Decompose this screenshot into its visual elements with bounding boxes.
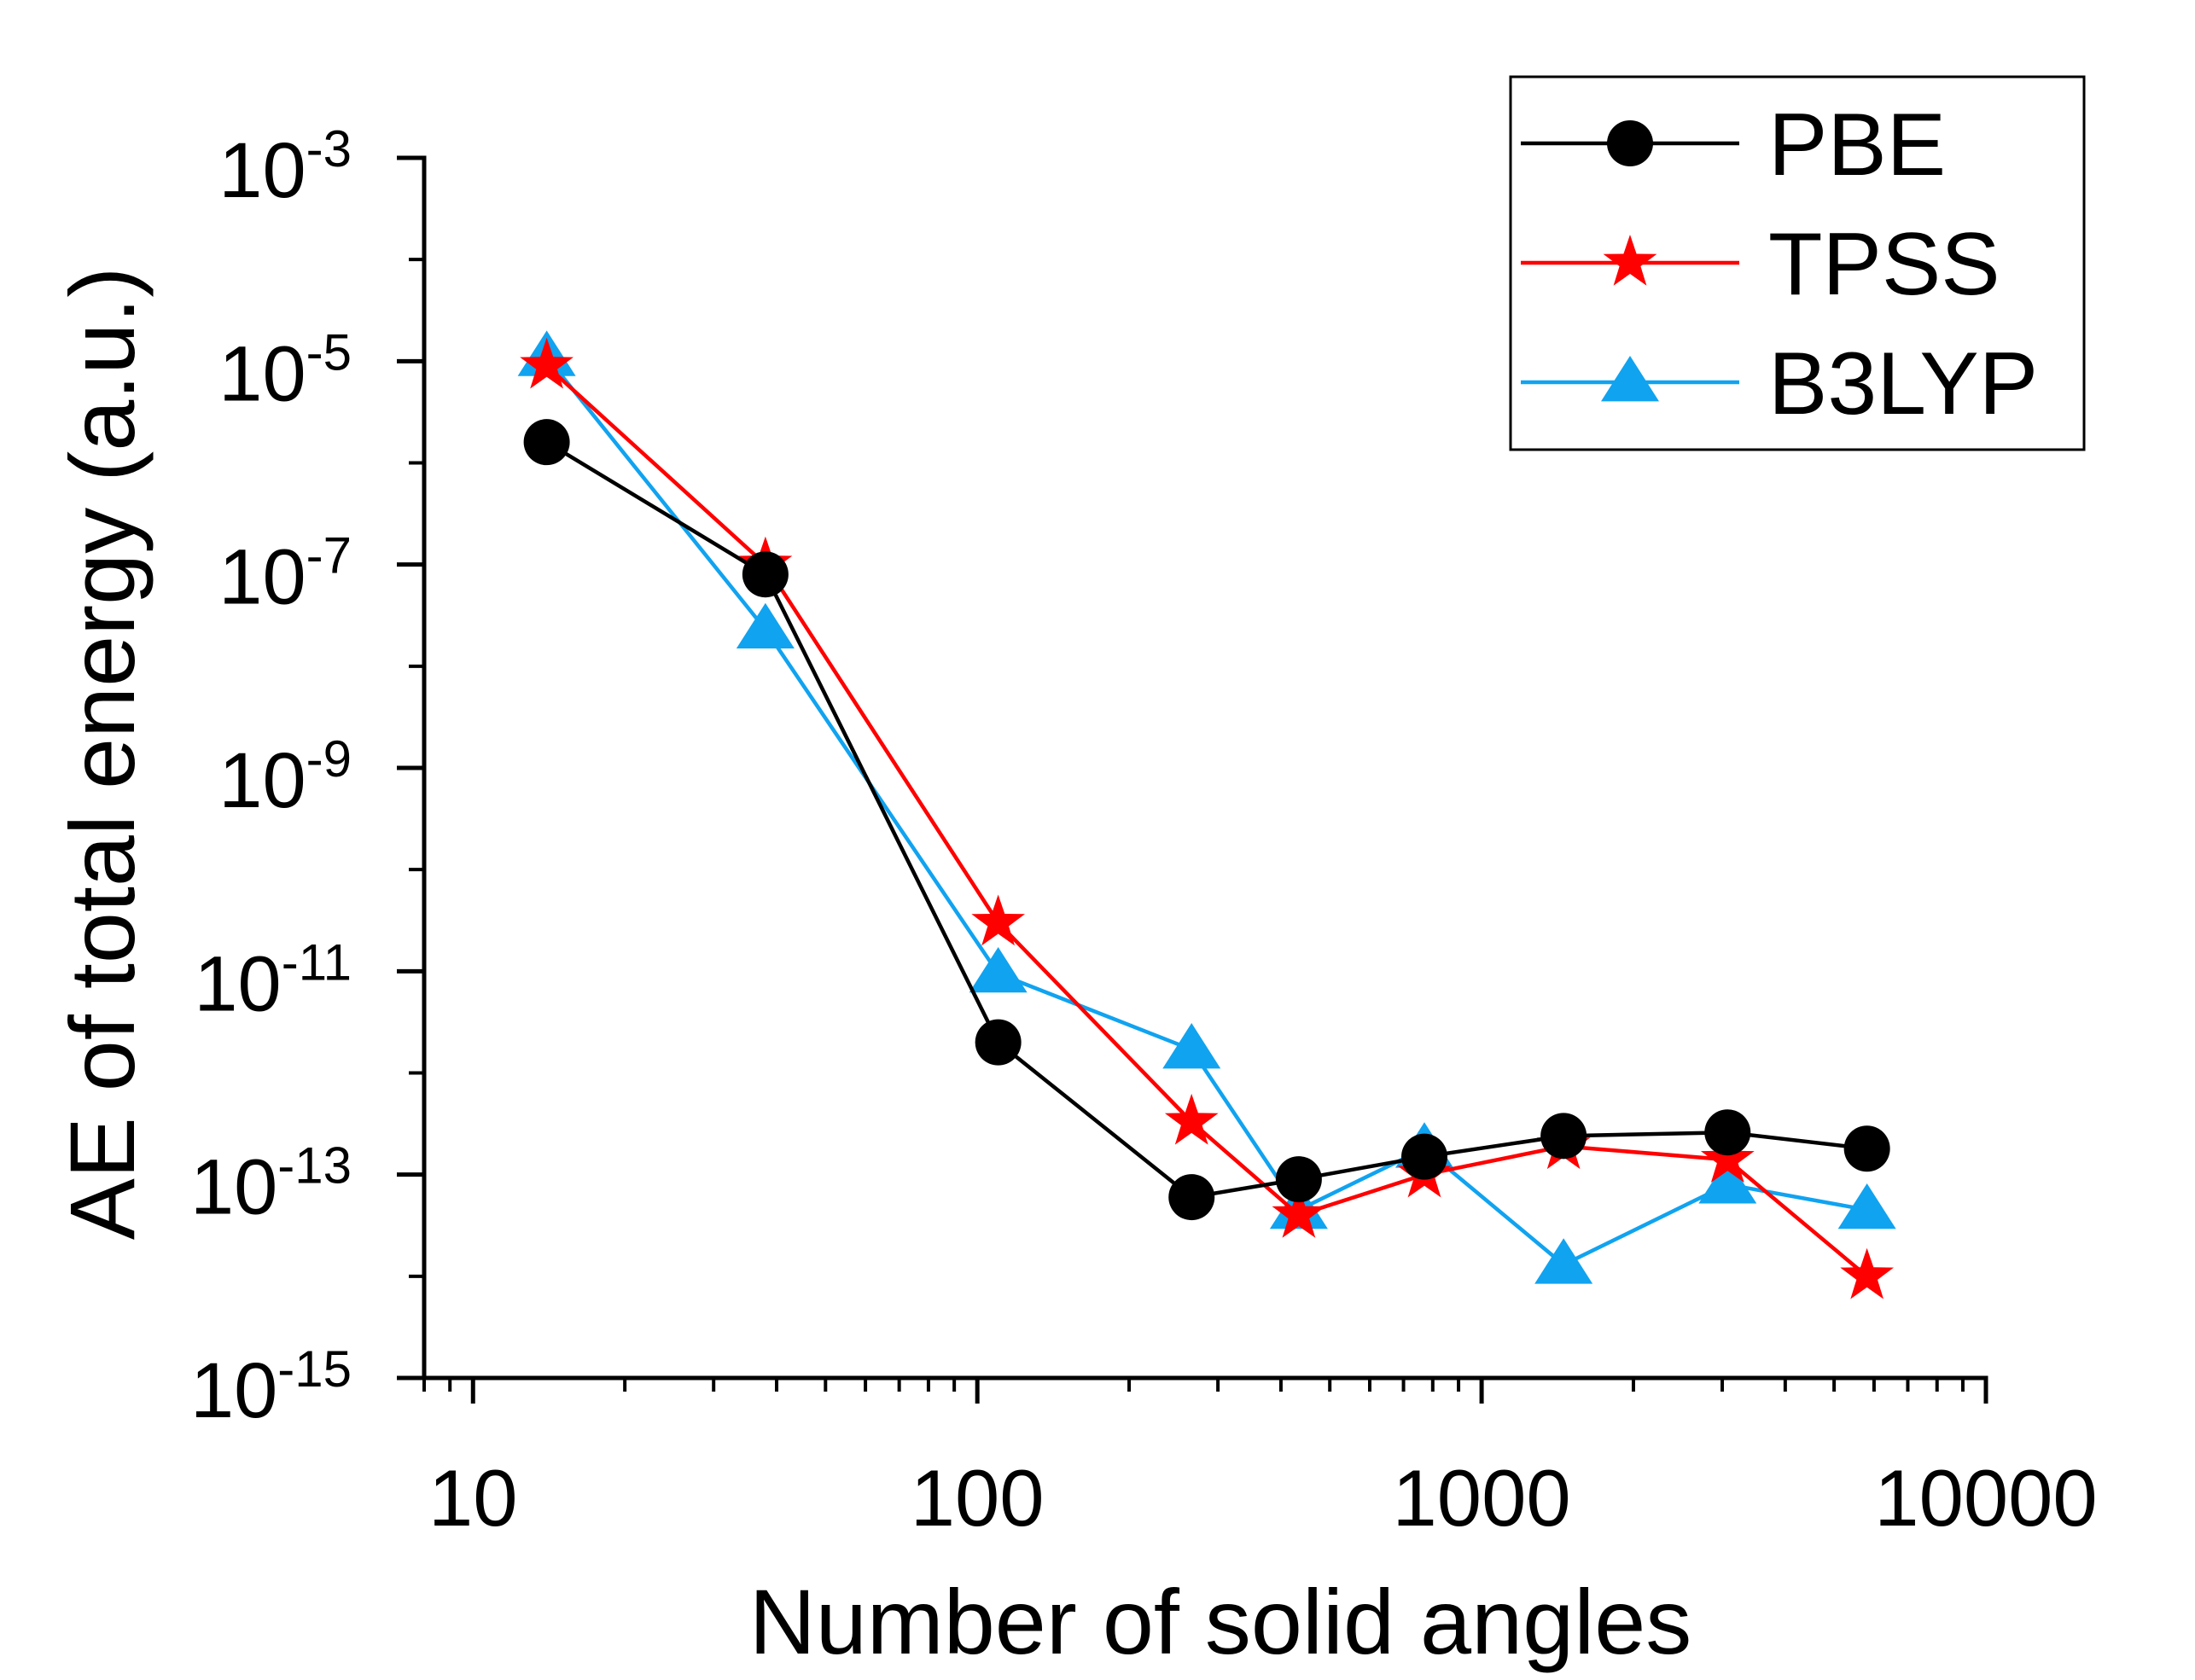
tpss-point (1164, 1093, 1219, 1145)
x-tick-label: 10 (428, 1453, 518, 1543)
pbe-point (975, 1019, 1022, 1066)
pbe-point (1843, 1125, 1890, 1172)
pbe-point (1401, 1133, 1448, 1180)
pbe-point (1168, 1174, 1215, 1221)
legend-b3lyp-marker (1601, 356, 1659, 402)
b3lyp-point (1698, 1158, 1757, 1204)
pbe-point (1275, 1156, 1322, 1203)
pbe-line (545, 440, 1867, 1200)
legend: PBE TPSS B3LYP (1509, 75, 2086, 451)
x-tick-label: 100 (911, 1453, 1045, 1543)
b3lyp-point (1837, 1183, 1896, 1229)
legend-b3lyp-label: B3LYP (1768, 334, 2038, 433)
tpss-line (545, 364, 1869, 1278)
series-tpss (520, 337, 1894, 1299)
tpss-point (971, 894, 1025, 946)
x-axis-label: Number of solid angles (749, 1570, 1692, 1673)
legend-pbe-label: PBE (1768, 96, 1946, 195)
y-tick-label: 10-3 (218, 120, 352, 214)
pbe-point (1540, 1113, 1587, 1160)
y-axis-label: AE of total energy (a.u.) (50, 267, 154, 1241)
plot-series (517, 330, 1896, 1299)
b3lyp-point (1534, 1238, 1593, 1284)
x-tick-label: 10000 (1874, 1453, 2097, 1543)
x-tick-label: 1000 (1393, 1453, 1571, 1543)
y-tick-label: 10-9 (218, 730, 352, 824)
legend-tpss-label: TPSS (1768, 215, 2000, 314)
b3lyp-line (544, 355, 1868, 1267)
y-tick-label: 10-15 (190, 1340, 352, 1434)
y-tick-label: 10-13 (190, 1137, 352, 1231)
tpss-point (1840, 1247, 1894, 1299)
legend-pbe-marker (1607, 120, 1653, 166)
legend-tpss-marker (1603, 235, 1657, 286)
tpss-point (1272, 1187, 1326, 1238)
y-tick-label: 10-7 (218, 527, 352, 621)
axes: 10 100 1000 10000 10-3 10-5 10-7 10-9 10-11 10-13… (190, 120, 2098, 1543)
series-pbe (523, 419, 1890, 1221)
pbe-point (523, 419, 570, 466)
y-tick-label: 10-5 (218, 323, 352, 417)
pbe-point (1704, 1109, 1751, 1156)
tpss-point (520, 337, 573, 389)
b3lyp-point (969, 946, 1028, 993)
y-tick-label: 10-11 (194, 933, 352, 1027)
b3lyp-point (736, 602, 795, 649)
pbe-point (742, 551, 789, 598)
tpss-point (1700, 1131, 1755, 1183)
b3lyp-point (1162, 1023, 1221, 1069)
